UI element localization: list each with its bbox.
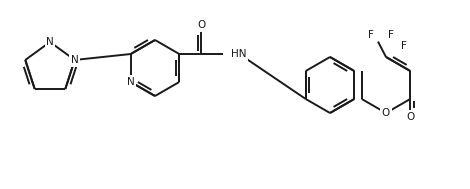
Text: N: N xyxy=(127,77,134,87)
Text: F: F xyxy=(388,30,394,40)
Text: F: F xyxy=(368,30,374,40)
Text: N: N xyxy=(46,37,54,47)
Text: HN: HN xyxy=(231,49,247,59)
Text: O: O xyxy=(406,112,415,122)
Text: O: O xyxy=(197,20,205,30)
Text: N: N xyxy=(71,55,78,65)
Text: F: F xyxy=(401,41,407,51)
Text: O: O xyxy=(382,108,390,118)
